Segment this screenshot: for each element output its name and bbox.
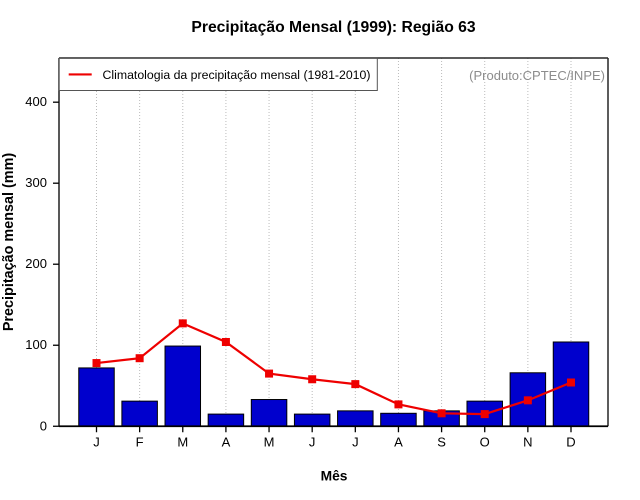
svg-text:100: 100 (25, 337, 47, 352)
svg-text:Climatologia da precipitação m: Climatologia da precipitação mensal (198… (103, 68, 371, 82)
svg-text:400: 400 (25, 94, 47, 109)
svg-text:300: 300 (25, 175, 47, 190)
svg-text:0: 0 (40, 418, 47, 433)
svg-text:M: M (264, 434, 275, 449)
svg-text:A: A (394, 434, 403, 449)
svg-text:N: N (523, 434, 532, 449)
svg-text:(Produto:CPTEC/INPE): (Produto:CPTEC/INPE) (469, 68, 605, 83)
svg-text:F: F (136, 434, 144, 449)
svg-text:O: O (480, 434, 490, 449)
svg-text:S: S (437, 434, 446, 449)
svg-text:J: J (309, 434, 316, 449)
svg-text:J: J (352, 434, 359, 449)
svg-text:M: M (177, 434, 188, 449)
svg-text:J: J (93, 434, 100, 449)
svg-text:200: 200 (25, 256, 47, 271)
svg-text:A: A (222, 434, 231, 449)
svg-text:D: D (566, 434, 575, 449)
